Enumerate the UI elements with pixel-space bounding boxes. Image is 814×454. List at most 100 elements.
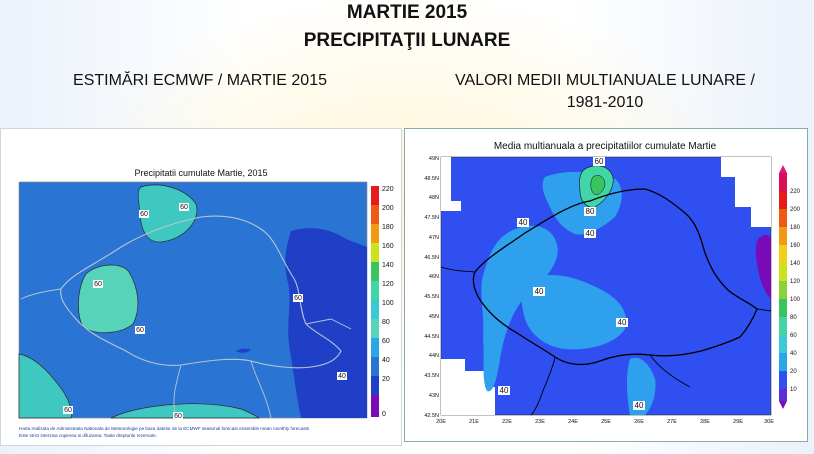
lat-tick: 48N [429, 195, 439, 201]
right-nodata-ne [721, 157, 771, 227]
right-scale-tick: 60 [790, 333, 797, 339]
right-scale-tick: 100 [790, 297, 801, 303]
left-low-precip-zone [285, 228, 367, 418]
left-map-title: Precipitatii cumulate Martie, 2015 [134, 168, 267, 178]
left-scale-tick: 80 [382, 319, 390, 326]
right-zone-south [626, 357, 656, 415]
right-scale-tick: 180 [790, 225, 801, 231]
left-scale-tick: 120 [382, 281, 394, 288]
right-neighbour-borders [440, 266, 772, 416]
right-contour-label: 40 [500, 386, 509, 395]
right-contour-label: 40 [635, 401, 644, 410]
right-peak-80 [590, 175, 606, 195]
left-contour-label: 60 [136, 327, 144, 334]
left-footnote-2: Este strict interzisa copierea si difuza… [19, 433, 157, 438]
lat-tick: 49N [429, 156, 439, 162]
right-contour-label: 40 [586, 229, 595, 238]
left-map-svg: Precipitatii cumulate Martie, 2015 60 60… [18, 168, 394, 438]
right-contour-label: 40 [535, 287, 544, 296]
left-contour-label: 40 [338, 373, 346, 380]
right-scale-tick: 10 [790, 387, 797, 393]
right-contour-label: 40 [618, 318, 627, 327]
lat-tick: 47.5N [424, 215, 439, 221]
slide-title: MARTIE 2015 [346, 2, 468, 23]
right-scale-tick: 40 [790, 351, 797, 357]
lat-tick: 48.5N [424, 176, 439, 182]
right-contour-label: 80 [586, 207, 595, 216]
lon-tick: 25E [601, 419, 611, 425]
right-heading-line1: VALORI MEDII MULTIANUALE LUNARE / [455, 72, 755, 89]
left-contour-labels: 60 60 60 60 60 40 60 60 [63, 203, 347, 420]
right-map-svg: Media multianuala a precipitatiilor cumu… [424, 141, 801, 425]
lon-tick: 26E [634, 419, 644, 425]
lat-tick: 43N [429, 393, 439, 399]
left-contour-label: 60 [64, 407, 72, 414]
left-scale-tick: 100 [382, 300, 394, 307]
left-scale-tick: 20 [382, 376, 390, 383]
right-romania-border [472, 188, 758, 366]
right-scale-tick: 200 [790, 207, 801, 213]
right-map-title: Media multianuala a precipitatiilor cumu… [494, 141, 717, 152]
lon-tick: 21E [469, 419, 479, 425]
right-contour-labels: 60 80 40 40 40 40 40 40 [498, 157, 645, 410]
lon-tick: 24E [568, 419, 578, 425]
lat-tick: 43.5N [424, 373, 439, 379]
lon-tick: 27E [667, 419, 677, 425]
right-contour-label: 60 [595, 157, 604, 166]
left-scale-tick: 140 [382, 262, 394, 269]
left-contour-label: 60 [140, 211, 148, 218]
left-footnote-1: Harta realizata de Administratia Nationa… [19, 426, 310, 431]
right-scale-ticks: 220 200 180 160 140 120 100 80 60 40 20 … [790, 189, 801, 393]
lat-tick: 46.5N [424, 255, 439, 261]
right-heading-line2: 1981-2010 [566, 94, 644, 111]
left-neighbour-borders [20, 288, 352, 419]
lat-tick: 47N [429, 235, 439, 241]
lon-tick: 29E [733, 419, 743, 425]
left-scale-tick: 220 [382, 186, 394, 193]
left-color-scale [371, 186, 379, 417]
left-scale-tick: 40 [382, 357, 390, 364]
left-contour-label: 60 [180, 204, 188, 211]
right-lat-ticks: 49N 48.5N 48N 47.5N 47N 46.5N 46N 45.5N … [424, 156, 439, 419]
right-scale-tick: 120 [790, 279, 801, 285]
left-scale-tick: 60 [382, 338, 390, 345]
left-contour-label: 60 [294, 295, 302, 302]
lon-tick: 22E [502, 419, 512, 425]
left-zone-southwest [18, 353, 73, 419]
lat-tick: 46N [429, 274, 439, 280]
left-zone-west [78, 264, 139, 333]
right-nodata-nw [441, 157, 461, 211]
left-scale-tick: 160 [382, 243, 394, 250]
lat-tick: 44N [429, 353, 439, 359]
right-scale-tick: 220 [790, 189, 801, 195]
lat-tick: 44.5N [424, 334, 439, 340]
right-nodata-sw [441, 359, 495, 415]
lon-tick: 20E [436, 419, 446, 425]
right-zone-centre [521, 274, 627, 350]
right-scale-tick: 20 [790, 369, 797, 375]
left-contour-label: 60 [174, 413, 182, 420]
right-color-scale [779, 165, 787, 409]
lon-tick: 28E [700, 419, 710, 425]
right-scale-tick: 140 [790, 261, 801, 267]
left-small-patch [236, 348, 251, 353]
slide-subtitle: PRECIPITAŢII LUNARE [303, 30, 511, 51]
right-scale-tick: 80 [790, 315, 797, 321]
left-scale-tick: 180 [382, 224, 394, 231]
lat-tick: 42.5N [424, 413, 439, 419]
right-scale-tick: 160 [790, 243, 801, 249]
left-map-panel: Precipitatii cumulate Martie, 2015 60 60… [0, 128, 402, 446]
left-heading: ESTIMĂRI ECMWF / MARTIE 2015 [73, 72, 327, 89]
left-scale-tick: 0 [382, 411, 386, 418]
lon-tick: 23E [535, 419, 545, 425]
right-zone-west [481, 225, 558, 392]
left-scale-ticks: 220 200 180 160 140 120 100 80 60 40 20 … [382, 186, 394, 418]
left-scale-tick: 200 [382, 205, 394, 212]
lat-tick: 45.5N [424, 294, 439, 300]
left-romania-border [60, 215, 342, 369]
left-zone-south [110, 403, 261, 419]
left-contour-label: 60 [94, 281, 102, 288]
right-contour-label: 40 [519, 218, 528, 227]
lon-tick: 30E [764, 419, 774, 425]
right-lon-ticks: 20E 21E 22E 23E 24E 25E 26E 27E 28E 29E … [436, 419, 774, 425]
